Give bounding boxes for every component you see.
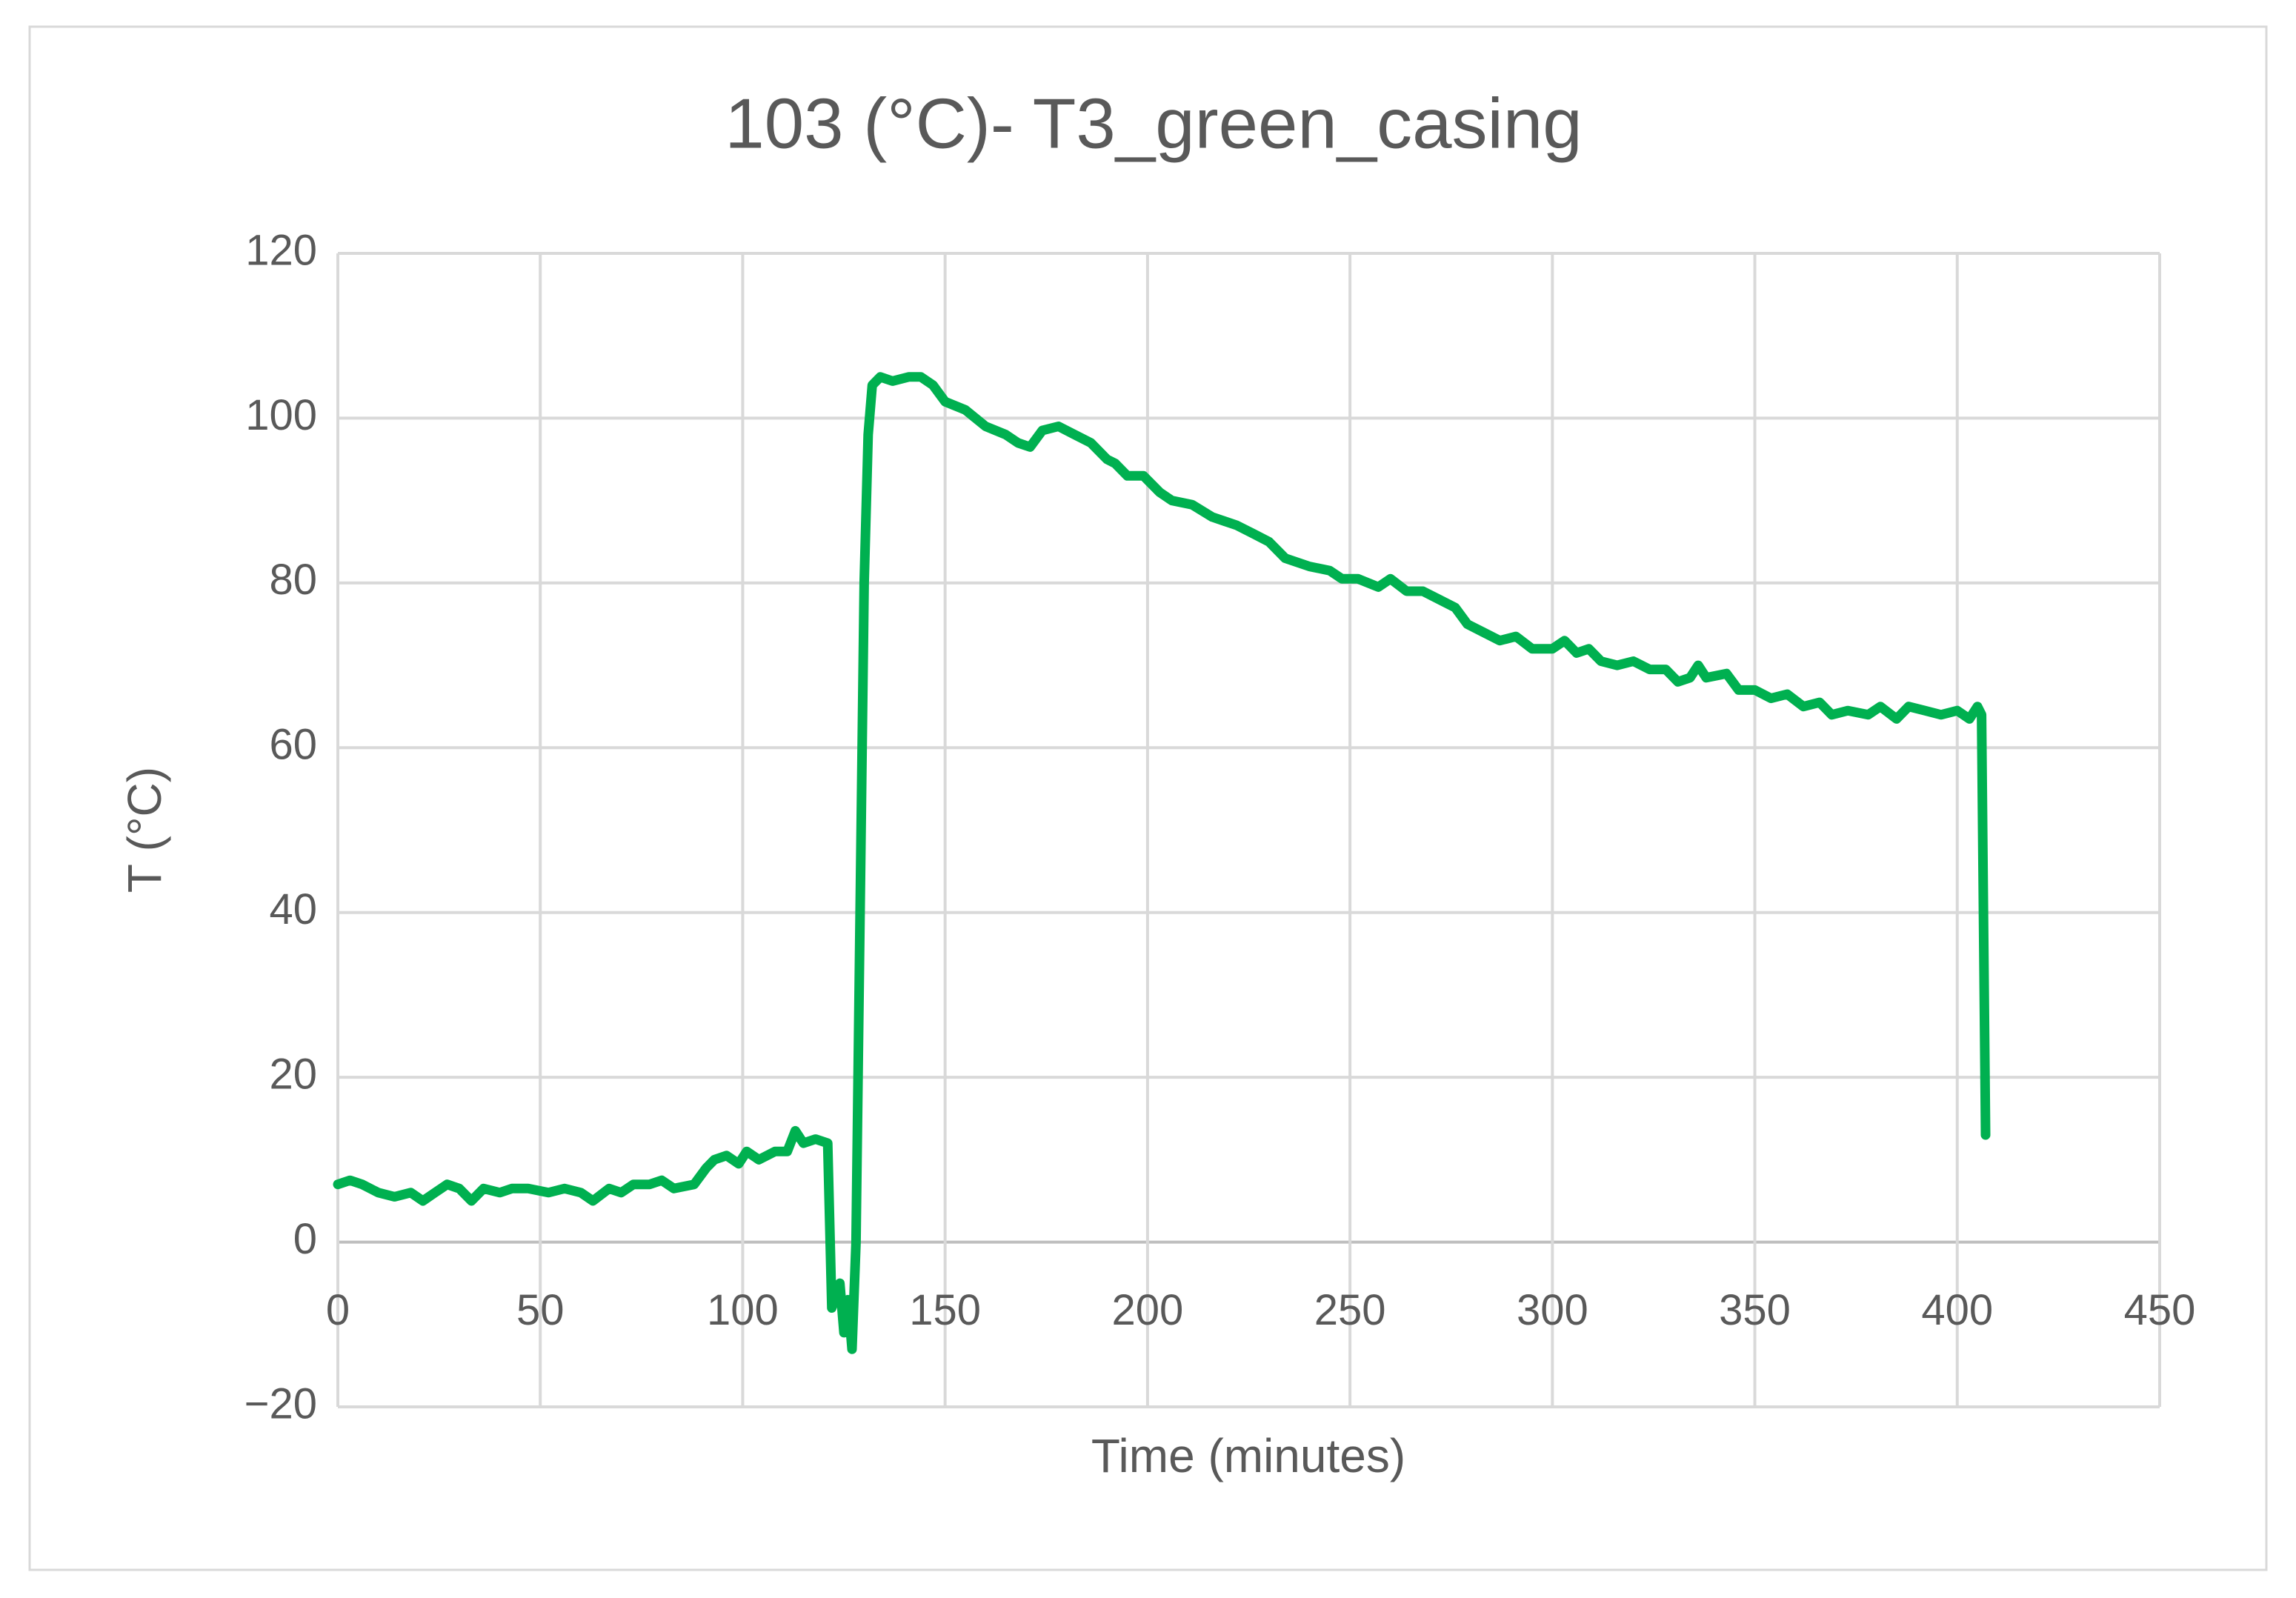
y-tick-label: 100	[245, 391, 317, 439]
y-tick-label: 60	[269, 721, 317, 769]
x-tick-label: 350	[1719, 1286, 1791, 1334]
chart-title: 103 (°C)- T3_green_casing	[725, 84, 1582, 163]
data-line	[333, 372, 1991, 1354]
y-tick-label: 40	[269, 885, 317, 933]
y-tick-label: −20	[244, 1379, 317, 1428]
y-tick-label: 80	[269, 556, 317, 604]
x-tick-label: 300	[1517, 1286, 1588, 1334]
x-tick-label: 200	[1111, 1286, 1183, 1334]
x-tick-label: 0	[326, 1286, 350, 1334]
x-tick-label: 250	[1314, 1286, 1386, 1334]
y-tick-label: 120	[245, 226, 317, 274]
x-tick-label: 450	[2124, 1286, 2196, 1334]
y-tick-label: 20	[269, 1050, 317, 1098]
x-tick-label: 100	[707, 1286, 779, 1334]
x-tick-label: 400	[1921, 1286, 1993, 1334]
x-tick-label: 150	[909, 1286, 981, 1334]
x-tick-label: 50	[516, 1286, 565, 1334]
y-axis-title: T (°C)	[118, 767, 171, 893]
x-axis-title: Time (minutes)	[1091, 1429, 1405, 1482]
y-tick-label: 0	[293, 1215, 317, 1263]
